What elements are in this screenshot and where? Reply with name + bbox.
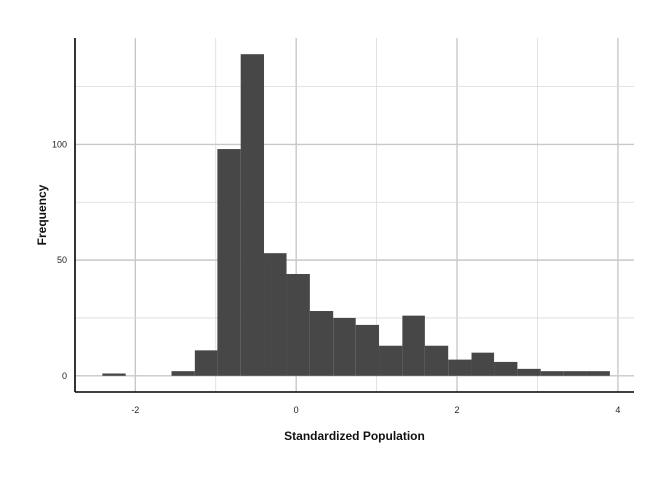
x-tick-label: 0 [294,405,299,415]
y-tick-label: 100 [52,139,67,149]
histogram-bar [402,315,425,376]
y-tick-label: 50 [57,255,67,265]
y-tick-label: 0 [62,371,67,381]
histogram-bar [494,361,518,376]
y-axis-title: Frequency [35,184,49,245]
x-tick-label: -2 [131,405,139,415]
histogram-bar [379,345,403,376]
x-axis-title: Standardized Population [284,429,425,443]
histogram-bar [471,352,495,376]
histogram-bar [217,149,241,376]
histogram-bar [264,253,287,376]
axes-layer [74,38,634,393]
histogram-bar [424,345,449,376]
bars-layer [102,54,610,376]
histogram-bar [563,371,587,376]
histogram-bar [194,350,218,376]
x-tick-label: 2 [455,405,460,415]
x-tick-label: 4 [615,405,620,415]
histogram-bar [286,274,310,376]
histogram-bar [355,324,380,376]
histogram-bar [240,54,265,376]
histogram-bar [171,371,195,376]
histogram-bar [540,371,564,376]
histogram-bar [102,373,126,376]
grid-layer [75,38,634,392]
histogram-bar [448,359,472,376]
histogram-bar [333,317,356,376]
histogram-bar [586,371,610,376]
tick-labels: -2 0 2 4 0 50 100 [52,139,620,415]
histogram-bar [517,368,541,376]
histogram-bar [309,311,334,376]
